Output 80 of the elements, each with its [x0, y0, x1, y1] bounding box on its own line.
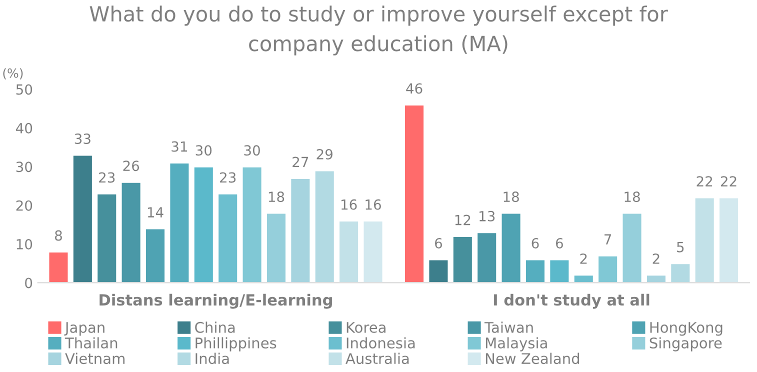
bar — [314, 170, 336, 283]
bar — [597, 254, 618, 283]
bar — [718, 196, 740, 283]
data-label: 29 — [316, 148, 332, 160]
bar — [428, 258, 450, 283]
data-label: 33 — [74, 134, 90, 144]
y-tick-label: 30 — [16, 162, 32, 172]
legend-label: China — [195, 322, 235, 333]
legend-label: Malaysia — [486, 337, 547, 352]
bar — [290, 178, 312, 283]
legend-label: Korea — [346, 322, 386, 333]
bar — [168, 162, 190, 283]
data-label: 30 — [244, 145, 260, 156]
legend-label: Australia — [346, 352, 409, 364]
data-label: 23 — [220, 172, 236, 183]
legend-label: Indonesia — [346, 337, 415, 348]
bar — [548, 258, 570, 283]
data-label: 16 — [366, 199, 381, 210]
x-tick-label: I don't study at all — [494, 294, 650, 309]
bar — [694, 196, 716, 283]
data-label: 12 — [455, 214, 470, 226]
data-label: 6 — [556, 238, 563, 248]
legend-label: Singapore — [650, 337, 722, 352]
y-axis-title: (%) — [3, 68, 23, 80]
data-label: 8 — [55, 230, 62, 241]
data-label: 14 — [148, 207, 164, 218]
legend-label: India — [196, 352, 229, 364]
data-label: 22 — [696, 176, 712, 186]
bar — [217, 193, 238, 283]
legend-label: Phillippines — [196, 337, 276, 352]
legend-label: HongKong — [650, 322, 722, 336]
data-label: 30 — [196, 145, 212, 156]
bar — [241, 166, 263, 283]
data-label: 23 — [99, 172, 115, 183]
y-tick-label: 10 — [16, 239, 32, 250]
data-label: 18 — [268, 192, 284, 202]
y-tick-label: 50 — [16, 84, 32, 95]
bar — [476, 232, 498, 283]
bar — [120, 181, 142, 283]
legend-label: Taiwan — [484, 322, 533, 333]
data-label: 27 — [292, 156, 308, 168]
data-label: 31 — [172, 141, 188, 152]
bar — [362, 220, 384, 283]
data-label: 5 — [677, 242, 684, 252]
bar — [404, 104, 425, 283]
data-label: 7 — [604, 234, 612, 244]
bar — [266, 212, 287, 283]
y-tick-label: 40 — [16, 122, 32, 134]
data-label: 6 — [435, 238, 442, 248]
bar — [646, 274, 667, 283]
chart-title: What do you do to study or improve yourself except for company education (MA) — [90, 6, 668, 56]
data-label: 6 — [532, 238, 539, 248]
bar — [192, 166, 214, 283]
data-label: 18 — [504, 192, 519, 202]
data-label: 13 — [480, 210, 495, 222]
bar — [338, 220, 360, 283]
bar — [572, 274, 594, 283]
y-tick-label: 20 — [16, 200, 32, 211]
data-label: 22 — [720, 176, 736, 186]
bar — [621, 212, 643, 283]
bar — [524, 258, 546, 283]
bar — [500, 212, 522, 283]
data-label: 2 — [580, 253, 587, 264]
bar — [452, 236, 474, 283]
bar — [72, 154, 94, 283]
bar — [48, 251, 70, 283]
data-label: 46 — [406, 83, 422, 94]
bar — [144, 228, 166, 283]
legend-label: New Zealand — [486, 352, 580, 364]
y-tick-label: 0 — [25, 278, 32, 288]
bar — [96, 193, 118, 283]
legend-label: Thailan — [64, 337, 118, 348]
data-label: 16 — [342, 199, 357, 210]
legend-label: Japan — [64, 322, 104, 336]
bar — [670, 262, 692, 283]
data-label: 18 — [624, 192, 640, 202]
legend-label: Vietnam — [65, 352, 125, 364]
x-tick-label: Distans learning/E-learning — [100, 294, 332, 309]
data-label: 2 — [652, 253, 660, 264]
data-label: 26 — [123, 160, 140, 172]
